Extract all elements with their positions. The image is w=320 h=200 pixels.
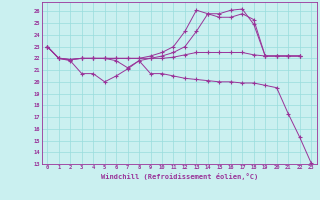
X-axis label: Windchill (Refroidissement éolien,°C): Windchill (Refroidissement éolien,°C) bbox=[100, 173, 258, 180]
